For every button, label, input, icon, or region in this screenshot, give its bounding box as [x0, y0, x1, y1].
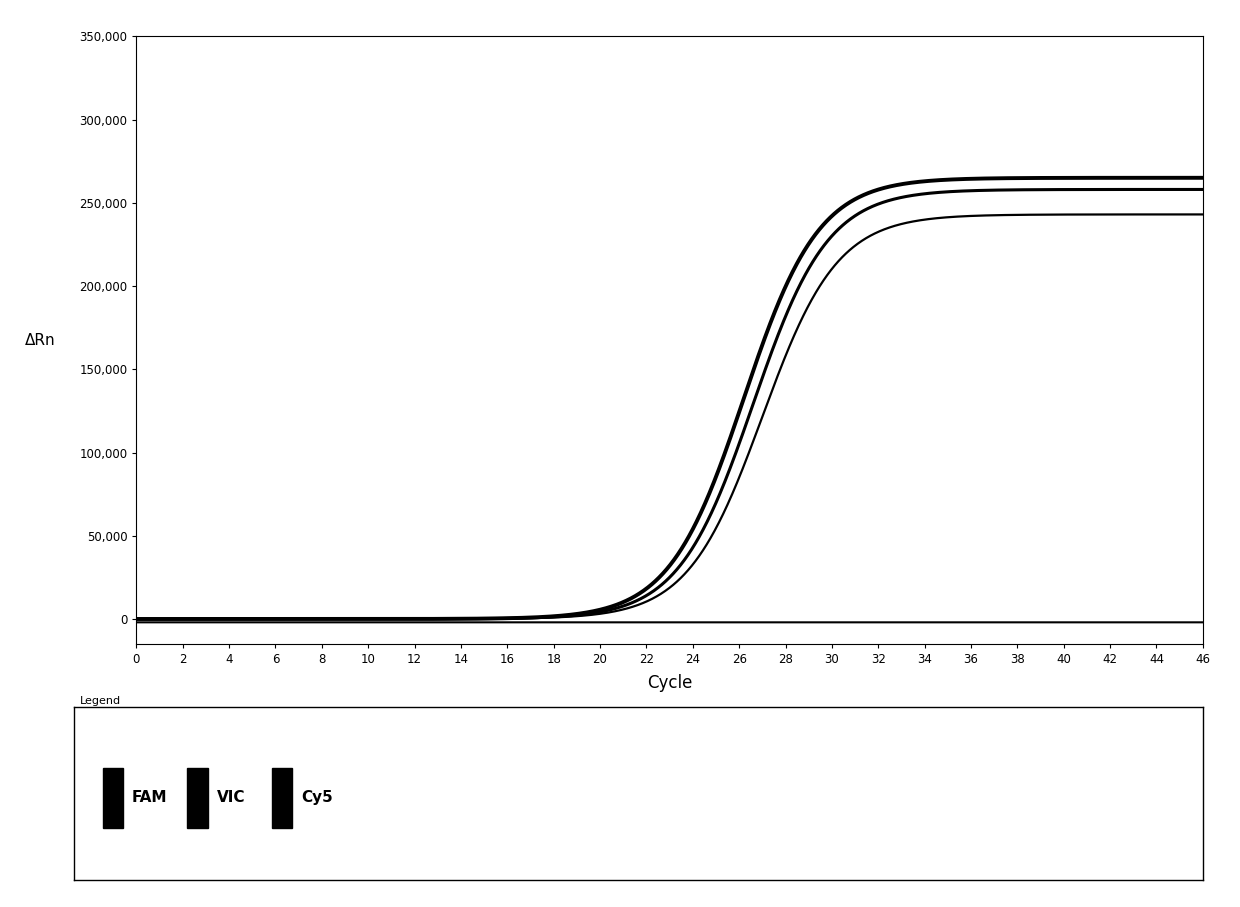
Text: FAM: FAM: [131, 790, 167, 805]
Bar: [103, 767, 123, 828]
Y-axis label: ΔRn: ΔRn: [25, 333, 56, 347]
Text: VIC: VIC: [217, 790, 246, 805]
X-axis label: Cycle: Cycle: [647, 674, 692, 692]
Text: Legend: Legend: [81, 696, 122, 706]
Text: Cy5: Cy5: [301, 790, 334, 805]
Bar: [187, 767, 207, 828]
Bar: [272, 767, 293, 828]
